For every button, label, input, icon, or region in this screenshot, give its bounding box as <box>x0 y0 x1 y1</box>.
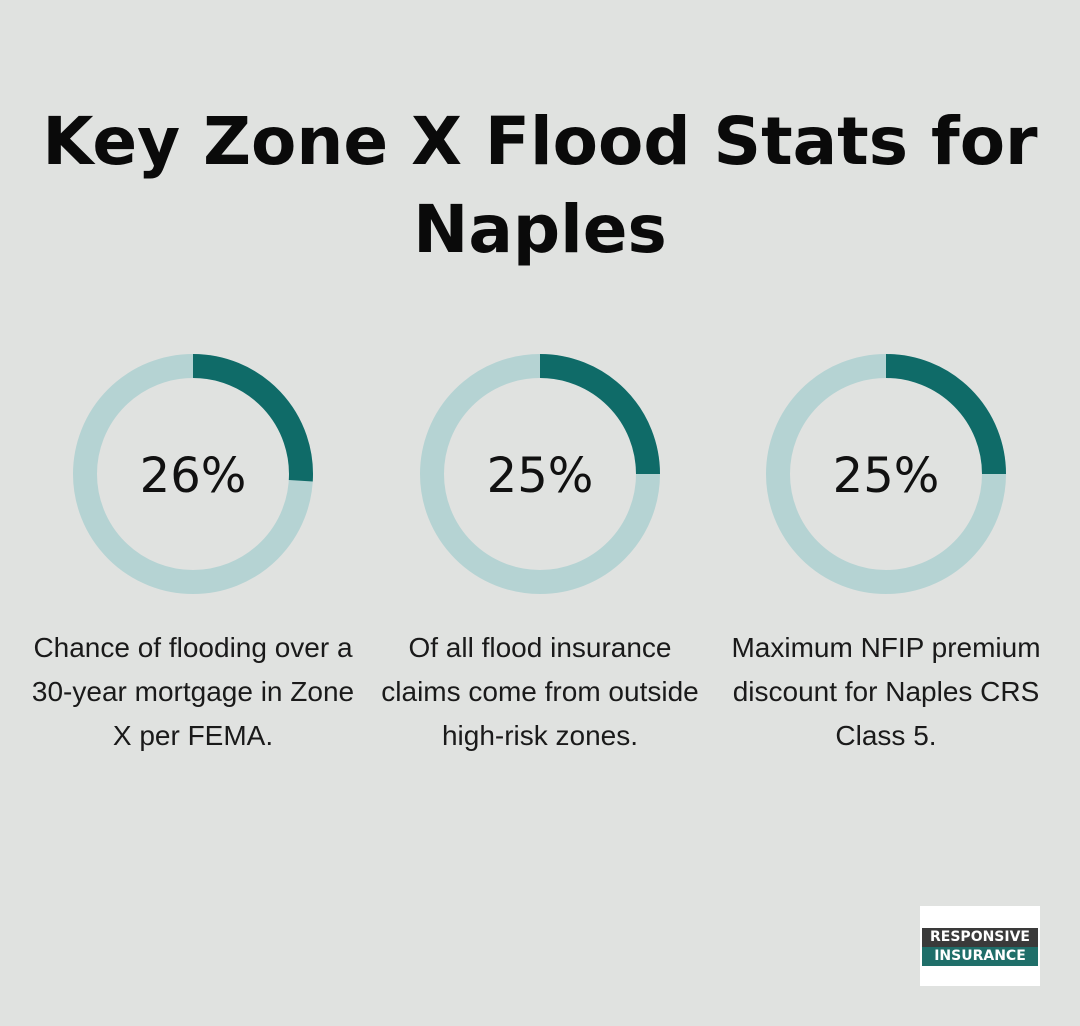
stat-card-1: 26% Chance of flooding over a 30-year mo… <box>23 352 363 758</box>
donut-label: 25% <box>487 448 594 504</box>
donut-chart-1: 26% <box>73 354 313 594</box>
donut-label: 25% <box>833 448 940 504</box>
donut-fill <box>192 354 313 482</box>
stat-caption: Maximum NFIP premium discount for Naples… <box>731 632 1041 751</box>
donut-fill <box>539 354 660 475</box>
logo-line-1: RESPONSIVE <box>922 928 1038 947</box>
donut-chart-2: 25% <box>420 354 660 594</box>
donut-fill <box>885 354 1006 475</box>
responsive-insurance-logo: RESPONSIVE INSURANCE <box>920 906 1040 986</box>
donut-chart-3: 25% <box>766 354 1006 594</box>
stat-card-2: 25% Of all flood insurance claims come f… <box>370 352 710 758</box>
donut-label: 26% <box>140 448 247 504</box>
stat-caption: Chance of flooding over a 30-year mortga… <box>31 632 355 751</box>
page-title: Key Zone X Flood Stats for Naples <box>42 103 1038 268</box>
stat-caption: Of all flood insurance claims come from … <box>381 632 699 751</box>
logo-line-2: INSURANCE <box>922 947 1038 966</box>
stat-card-3: 25% Maximum NFIP premium discount for Na… <box>716 352 1056 758</box>
